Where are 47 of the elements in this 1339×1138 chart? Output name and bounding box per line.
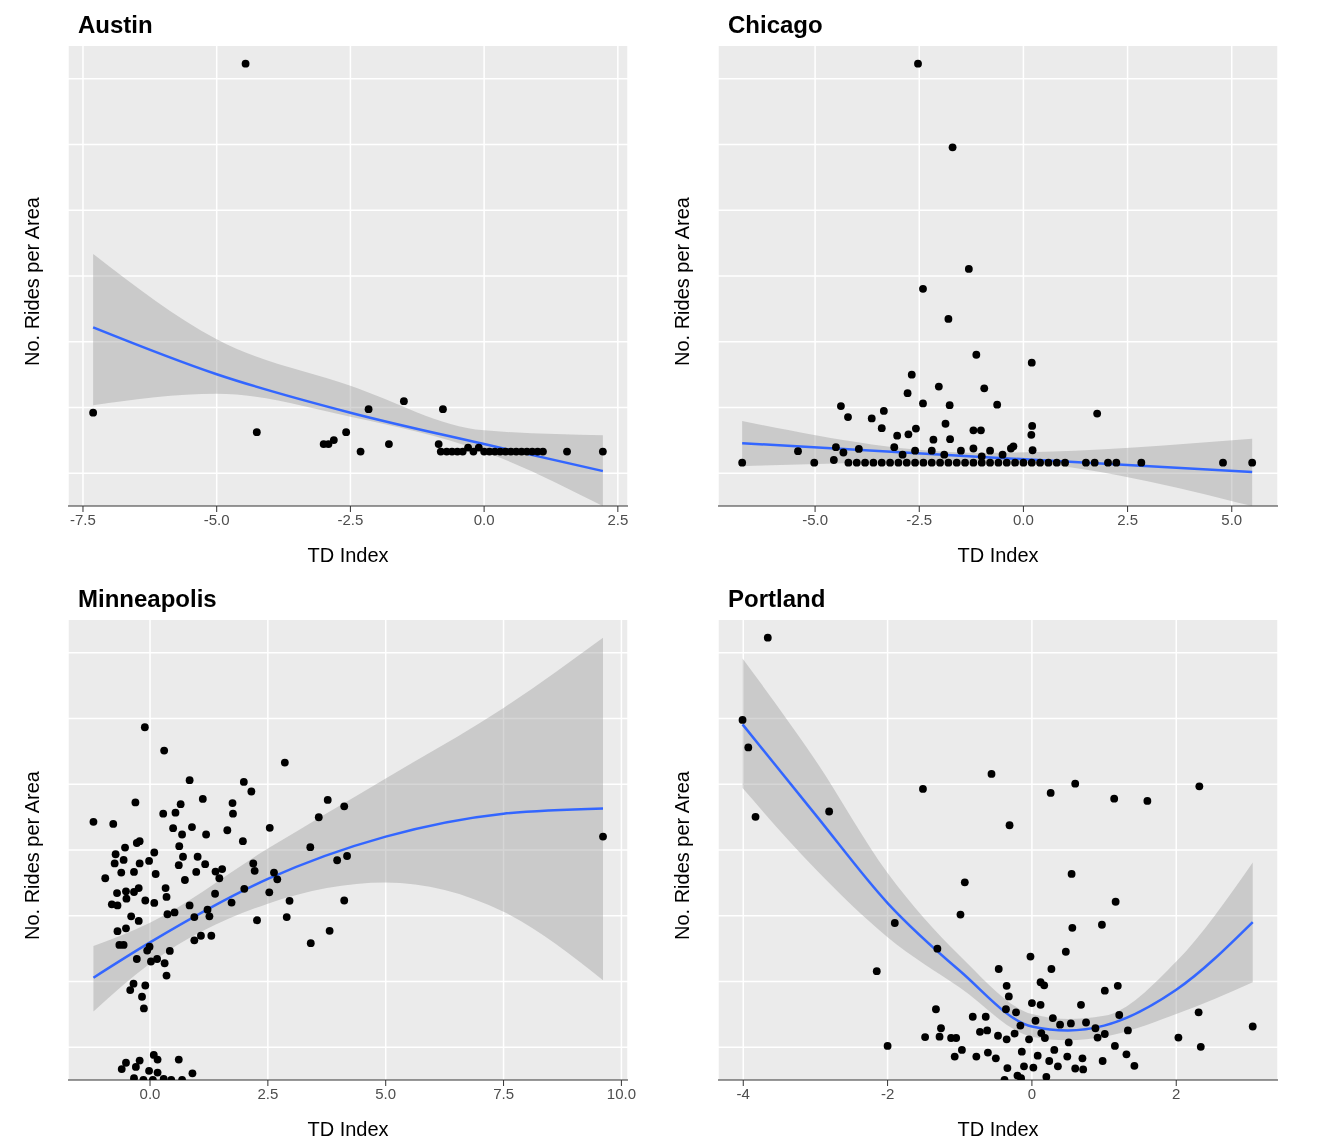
x-tick-label: 2.5 xyxy=(1117,510,1139,528)
x-tick-label: -2.5 xyxy=(337,510,364,528)
chart-title: Minneapolis xyxy=(77,584,218,614)
x-tick-label: 7.5 xyxy=(493,1084,514,1102)
point xyxy=(241,59,250,68)
x-tick-label: 10.0 xyxy=(606,1084,636,1102)
x-tick-label: 2.5 xyxy=(607,510,629,528)
point xyxy=(399,397,408,406)
point xyxy=(434,440,443,448)
x-tick-label: 2 xyxy=(1172,1084,1181,1102)
x-axis-title: TD Index xyxy=(957,1118,1039,1138)
point xyxy=(385,440,393,448)
point xyxy=(89,408,98,417)
x-tick-label: 5.0 xyxy=(375,1084,397,1102)
x-tick-label: 2.5 xyxy=(257,1084,279,1102)
x-axis-title: TD Index xyxy=(307,544,389,566)
point xyxy=(342,428,351,437)
chart-title: Portland xyxy=(727,584,827,614)
x-tick-label: -4 xyxy=(736,1084,750,1102)
point xyxy=(563,447,571,456)
x-tick-label: 0.0 xyxy=(473,510,495,528)
x-tick-label: 5.0 xyxy=(1221,510,1243,528)
x-axis-title: TD Index xyxy=(957,544,1039,566)
x-tick-label: -5.0 xyxy=(203,510,230,528)
x-tick-label: 0 xyxy=(1027,1084,1037,1102)
point xyxy=(252,428,261,437)
y-axis-title: No. Rides per Area xyxy=(671,770,694,940)
x-tick-label: -2.5 xyxy=(906,510,933,528)
x-tick-label: -7.5 xyxy=(70,510,96,528)
point xyxy=(329,436,338,444)
point xyxy=(364,405,373,414)
chart-title: Austin xyxy=(77,10,154,40)
point xyxy=(598,447,607,456)
x-tick-label: 0.0 xyxy=(139,1084,161,1102)
x-tick-label: -2 xyxy=(880,1084,895,1102)
point xyxy=(464,443,472,452)
chart-title: Chicago xyxy=(727,10,824,40)
y-axis-title: No. Rides per Area xyxy=(21,770,44,940)
x-axis-title: TD Index xyxy=(307,1118,389,1138)
point xyxy=(436,447,445,456)
y-axis-title: No. Rides per Area xyxy=(671,196,694,366)
point xyxy=(439,405,447,414)
x-tick-label: 0.0 xyxy=(1012,510,1034,528)
y-axis-title: No. Rides per Area xyxy=(21,196,44,366)
point xyxy=(539,447,547,456)
x-tick-label: -5.0 xyxy=(802,510,829,528)
point xyxy=(356,447,365,456)
